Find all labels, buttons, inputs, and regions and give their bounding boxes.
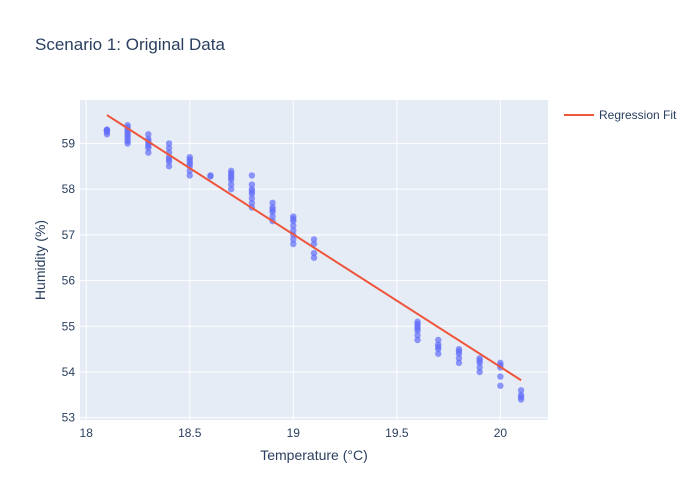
y-axis-ticks: 53 54 55 56 57 58 59 [62,136,76,424]
x-tick-label: 18 [80,426,94,440]
data-point [227,169,235,177]
data-point [414,320,421,328]
y-tick-label: 58 [62,182,76,196]
data-point [435,350,442,357]
data-point [497,382,504,389]
data-point [290,236,297,243]
data-point [290,215,297,223]
data-point [248,188,256,195]
x-tick-label: 20 [494,426,508,440]
y-tick-label: 59 [62,136,76,150]
chart-title: Scenario 1: Original Data [35,35,225,54]
x-tick-label: 19.5 [385,426,409,440]
regression-line [106,114,522,382]
data-point [207,173,214,180]
data-point [124,140,131,147]
data-point [248,181,256,188]
data-point [455,359,463,367]
data-point [269,213,276,220]
data-point [435,336,442,344]
data-point [310,249,318,257]
data-point [269,206,276,213]
data-point [290,240,297,248]
data-point [310,254,318,261]
data-point [290,227,297,234]
scatter-points [103,121,525,403]
data-point [248,172,256,179]
y-tick-label: 57 [62,228,76,242]
regression-line-group [106,114,522,382]
y-tick-label: 54 [62,365,76,379]
data-point [145,131,152,138]
data-point [227,181,235,188]
data-point [497,373,504,380]
data-point [145,142,152,149]
data-point [455,355,463,362]
data-point [227,185,235,193]
x-axis-ticks: 18 18.5 19 19.5 20 [80,426,508,440]
data-point [103,127,111,134]
y-axis-title: Humidity (%) [32,220,48,300]
data-point [248,199,256,207]
grid-lines [80,100,548,420]
data-point [145,149,152,156]
x-tick-label: 19 [287,426,301,440]
data-point [455,348,463,355]
data-point [414,336,421,344]
data-point [476,368,483,376]
data-point [517,387,525,394]
data-point [165,156,173,163]
data-point [476,357,483,364]
data-point [414,327,421,335]
data-point [435,343,442,351]
x-tick-label: 18.5 [178,426,202,440]
legend[interactable]: Regression Fit [564,108,677,122]
data-point [124,133,131,140]
data-point [269,199,276,207]
data-point [186,160,193,168]
data-point [186,172,193,179]
legend-label-regression: Regression Fit [599,108,677,122]
data-point [414,332,421,339]
y-tick-label: 55 [62,319,76,333]
data-point [227,174,235,181]
data-point [517,396,525,403]
y-tick-label: 53 [62,411,76,425]
y-tick-label: 56 [62,274,76,288]
data-point [248,195,256,202]
data-point [165,140,173,147]
data-point [476,364,483,371]
data-point [165,144,173,152]
data-point [310,236,318,243]
data-point [165,163,173,170]
data-point [290,222,297,229]
x-axis-title: Temperature (°C) [260,447,368,463]
